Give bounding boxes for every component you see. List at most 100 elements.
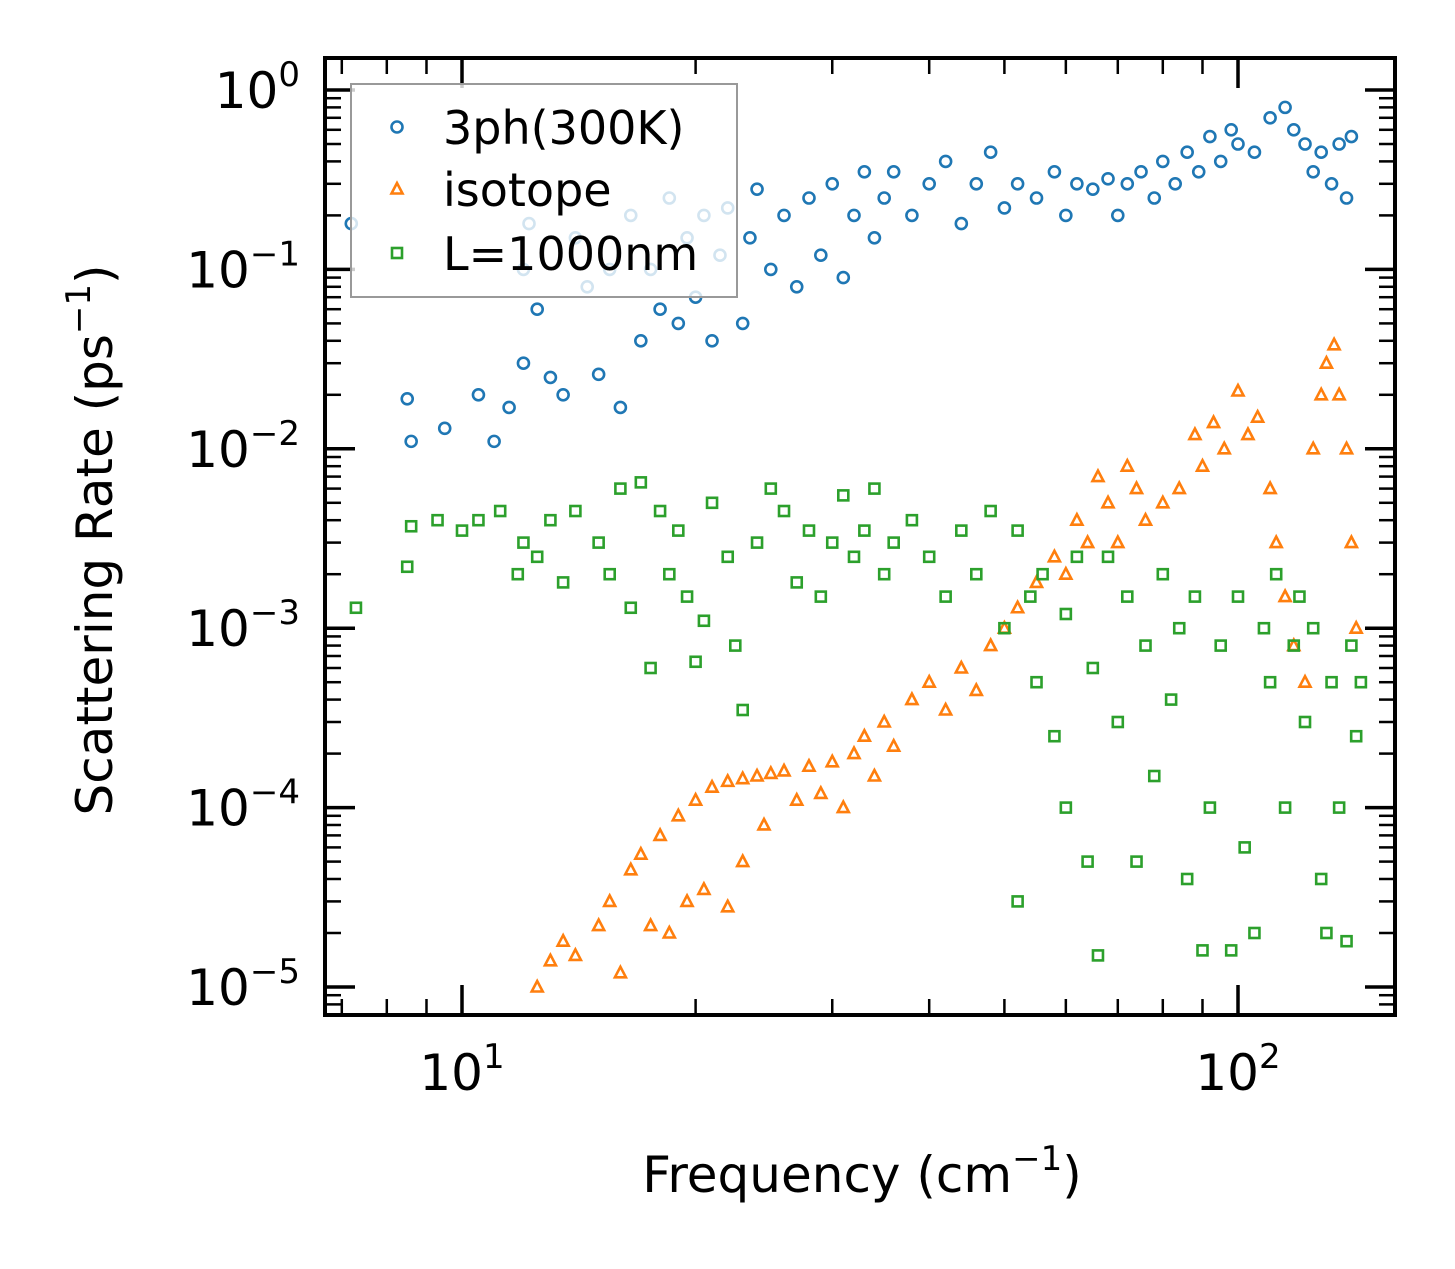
y-axis-label: Scattering Rate (ps−1) (59, 264, 124, 815)
data-point (825, 536, 839, 549)
data-point (1224, 944, 1238, 957)
legend-marker-triangle (389, 180, 405, 195)
data-point (1111, 715, 1125, 729)
data-point (1130, 855, 1143, 868)
data-point (1188, 590, 1202, 603)
data-point (969, 177, 984, 191)
data-point (1249, 408, 1266, 424)
data-point (939, 590, 952, 603)
data-point (836, 270, 851, 285)
data-point (705, 496, 719, 510)
data-point (612, 963, 629, 979)
data-point (591, 367, 606, 382)
data-point (1287, 639, 1301, 652)
data-point (877, 191, 891, 205)
data-point (1011, 895, 1024, 908)
data-point (1314, 145, 1328, 160)
data-point (1320, 926, 1333, 940)
data-point (1119, 457, 1135, 472)
data-point (736, 703, 750, 717)
data-point (1313, 385, 1329, 401)
data-point (644, 661, 657, 675)
data-point (1010, 177, 1025, 191)
legend-entry: 3ph(300K) (390, 101, 684, 155)
data-point (696, 880, 712, 896)
data-point (349, 601, 363, 615)
data-point (922, 550, 936, 564)
data-point (661, 924, 677, 939)
data-point (705, 333, 719, 348)
data-point (1326, 335, 1342, 351)
data-point (802, 524, 816, 537)
data-point (543, 370, 558, 385)
data-point (1231, 590, 1245, 603)
data-point (1059, 607, 1073, 621)
data-point (1314, 872, 1328, 886)
data-point (777, 208, 791, 223)
data-point (1286, 122, 1301, 137)
legend-marker-circle (390, 120, 404, 134)
data-point (1090, 467, 1106, 483)
data-point (1238, 841, 1251, 854)
data-point (1331, 385, 1347, 401)
data-point (877, 567, 891, 581)
data-point (938, 154, 953, 169)
data-point (937, 701, 954, 716)
data-point (867, 231, 882, 245)
data-point (886, 737, 902, 752)
data-point (1058, 565, 1074, 580)
data-point (1191, 164, 1206, 179)
data-point (1128, 479, 1145, 495)
data-point (756, 816, 772, 831)
data-point (1155, 154, 1170, 169)
data-point (556, 576, 570, 589)
data-point (1230, 382, 1246, 397)
data-point (1213, 154, 1228, 169)
legend-label: L=1000nm (443, 227, 698, 281)
data-point (1139, 639, 1152, 652)
data-point (1147, 191, 1162, 205)
data-points (344, 100, 1368, 993)
legend-entry: isotope (389, 163, 612, 217)
data-point (1070, 177, 1084, 191)
data-point (1262, 479, 1278, 495)
data-point (998, 621, 1011, 635)
data-point (569, 504, 582, 518)
data-point (1009, 598, 1026, 614)
data-point (404, 519, 418, 533)
data-point (801, 757, 817, 773)
data-point (1344, 129, 1359, 144)
data-point (1332, 137, 1346, 151)
data-point (1240, 425, 1256, 441)
data-point (954, 216, 969, 231)
data-point (689, 655, 702, 669)
data-point (652, 826, 668, 842)
data-point (1086, 661, 1100, 675)
data-point (790, 576, 804, 589)
data-point (602, 892, 618, 908)
data-point (1203, 129, 1217, 144)
data-point (633, 845, 649, 860)
data-point (1325, 675, 1338, 689)
legend-label: isotope (443, 163, 612, 217)
data-point (603, 567, 616, 581)
data-point (1348, 619, 1364, 635)
data-point (789, 791, 805, 806)
data-point (1168, 177, 1183, 191)
data-point (789, 279, 804, 294)
data-point (1293, 590, 1306, 603)
data-point (905, 208, 919, 223)
data-point (542, 951, 559, 967)
data-point (1298, 137, 1312, 151)
data-point (763, 764, 779, 780)
legend-label: 3ph(300K) (443, 101, 684, 155)
data-point (982, 636, 999, 652)
data-point (1059, 801, 1073, 814)
data-point (487, 434, 501, 449)
data-point (663, 567, 676, 581)
data-point (1100, 494, 1116, 509)
data-point (437, 421, 452, 436)
data-point (1338, 439, 1355, 455)
data-point (516, 356, 531, 371)
